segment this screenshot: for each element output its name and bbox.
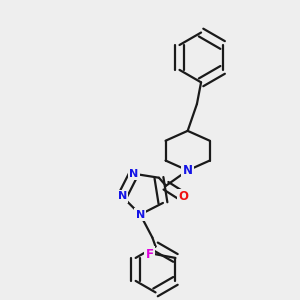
- Text: N: N: [136, 209, 145, 220]
- Text: F: F: [146, 248, 154, 261]
- Text: N: N: [129, 169, 138, 179]
- Text: N: N: [118, 191, 127, 202]
- Text: O: O: [178, 190, 188, 203]
- Text: N: N: [183, 164, 193, 177]
